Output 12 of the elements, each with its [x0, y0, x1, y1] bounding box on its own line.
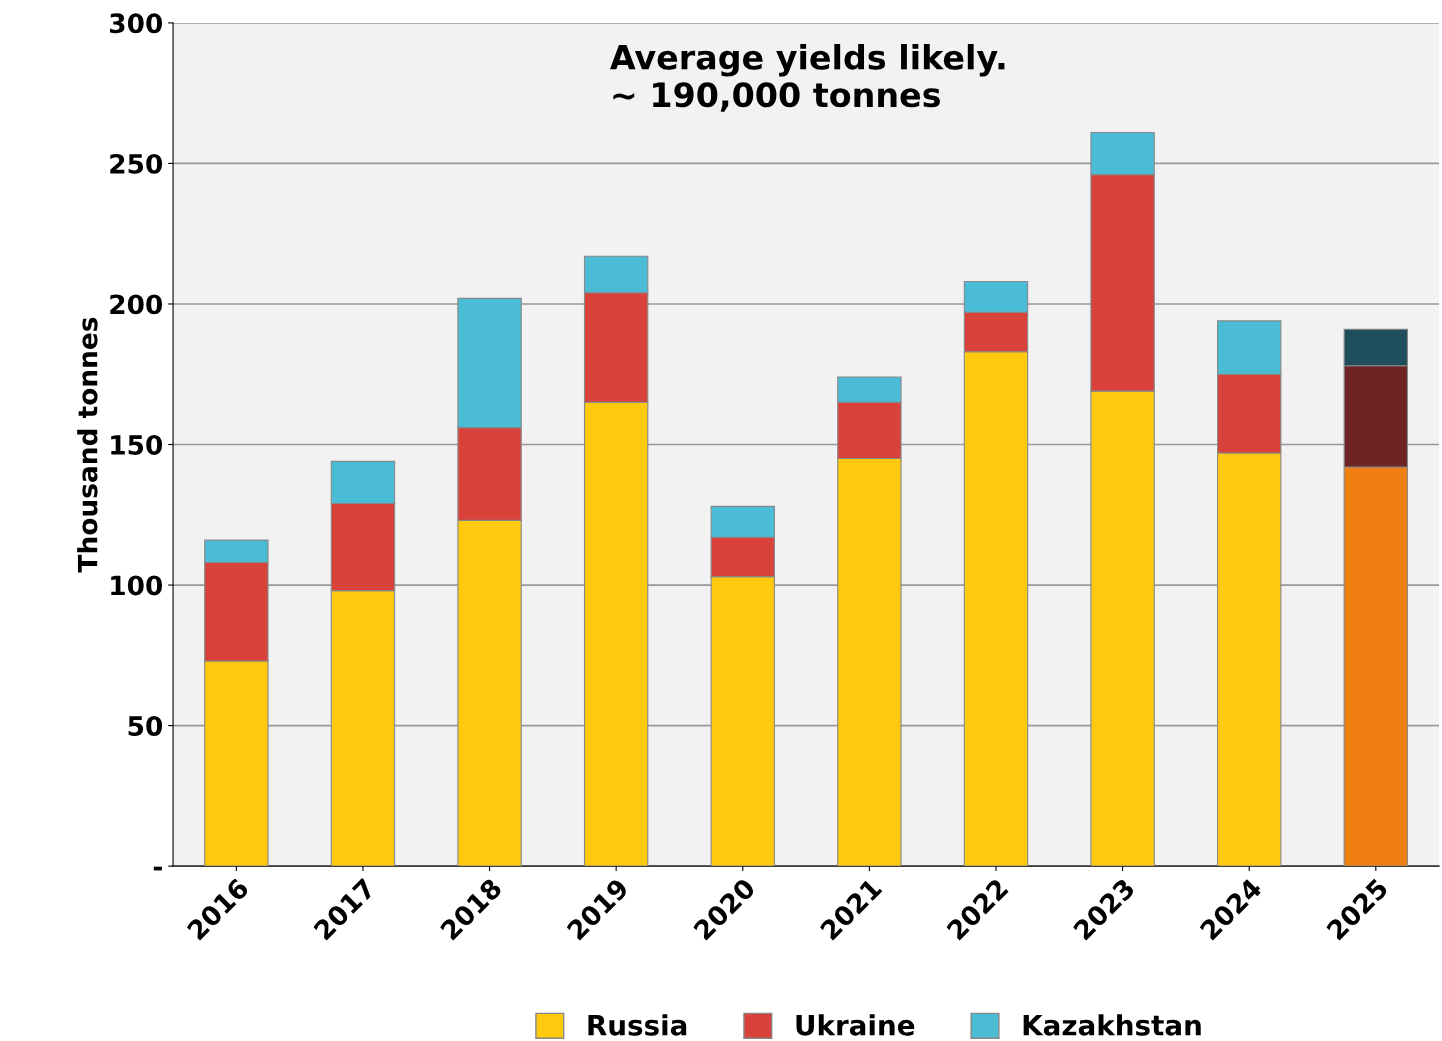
y-tick-label: 100 [111, 575, 163, 596]
y-tick-label: 250 [110, 153, 163, 174]
y-tick-label: 300 [110, 13, 163, 34]
y-tick-label: - [153, 866, 162, 871]
legend-label: Ukraine [796, 1014, 915, 1036]
legend-label: Kazakhstan [1023, 1014, 1201, 1036]
y-tick-label: 200 [110, 294, 163, 315]
y-axis-title: Thousand tonnes [77, 317, 98, 573]
annotation: Average yields likely. ~ 190,000 tonnes [610, 43, 1005, 112]
legend-label: Russia [588, 1014, 687, 1036]
y-tick-label: 150 [111, 434, 163, 455]
y-tick-label: 50 [128, 716, 163, 736]
